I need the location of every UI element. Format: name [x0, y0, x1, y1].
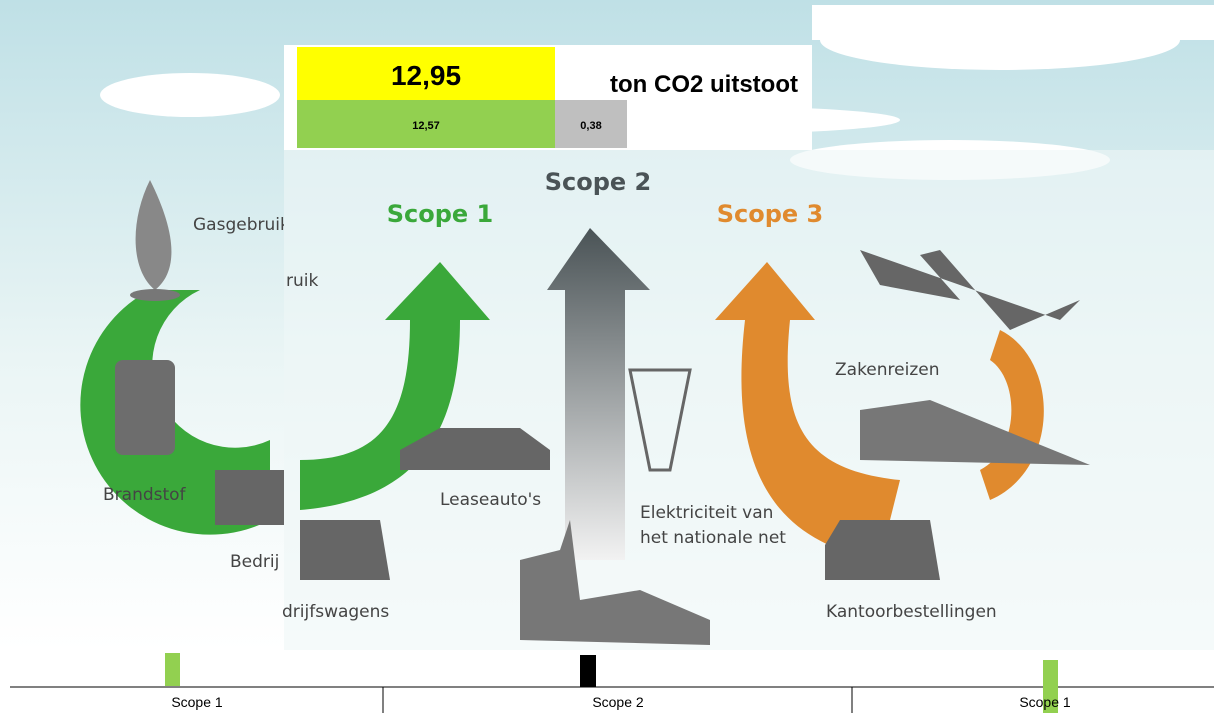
label: Zakenreizen [835, 360, 940, 380]
co2-table: 12,95 ton CO2 uitstoot 12,57 0,38 [284, 45, 812, 150]
label: Gasgebruik [193, 215, 290, 235]
label: Brandstof [103, 485, 187, 505]
front-layer: Scope 1 Scope 2 Scope 3 ruik Leaseauto's… [282, 150, 1214, 650]
unit: ton CO2 uitstoot [610, 71, 798, 98]
label: drijfswagens [282, 602, 389, 622]
axis-label: Scope 2 [592, 694, 644, 710]
label: Elektriciteit van [640, 503, 773, 523]
axis-label: Scope 1 [1019, 694, 1071, 710]
scope-title: Scope 1 [387, 200, 494, 228]
label: het nationale net [640, 528, 786, 548]
total: 12,95 [391, 60, 461, 91]
axis-label: Scope 1 [171, 694, 223, 710]
screen: Gasgebruik Brandstof Bedrij Scope 1 Scop… [0, 0, 1214, 713]
scope-title: Scope 3 [717, 200, 824, 228]
axis: Scope 1 Scope 2 Scope 1 [0, 650, 1214, 713]
scope-title: Scope 2 [545, 168, 652, 196]
label: ruik [286, 271, 318, 291]
part: 12,57 [412, 120, 440, 132]
label: Kantoorbestellingen [826, 602, 997, 622]
part: 0,38 [580, 120, 601, 132]
label: Leaseauto's [440, 490, 541, 510]
label: Bedrij [230, 552, 279, 572]
